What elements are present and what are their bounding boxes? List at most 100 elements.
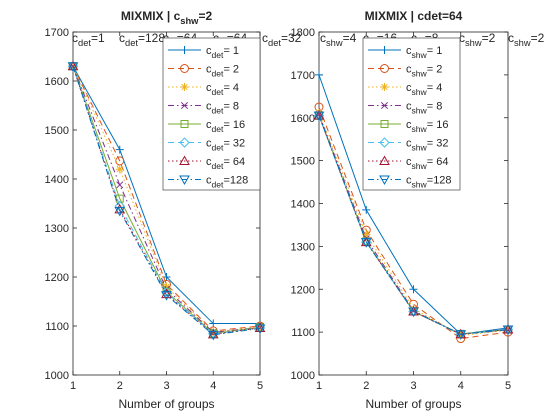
data-point — [254, 322, 266, 332]
y-tick-label: 1100 — [291, 327, 315, 339]
legend-marker — [180, 120, 189, 128]
series-line — [72, 66, 261, 336]
data-point — [455, 330, 467, 340]
y-tick-label: 1200 — [45, 272, 69, 284]
legend-label: cshw= 64 — [406, 156, 448, 171]
data-point — [114, 206, 126, 217]
data-point — [313, 111, 325, 122]
y-tick-label: 1600 — [45, 76, 69, 88]
legend-label: cdet= 32 — [206, 138, 245, 153]
y-tick-label: 1500 — [45, 125, 69, 137]
legend-marker — [180, 46, 189, 54]
data-point — [502, 325, 514, 336]
legend-marker — [380, 83, 389, 91]
data-point — [315, 70, 323, 79]
legend-label: cshw=128 — [406, 175, 452, 190]
x-axis-label: Number of groups — [365, 397, 461, 411]
legend-entry: cshw= 16 — [368, 119, 448, 134]
legend: cshw= 1 cshw= 2 cshw= 4 cshw= 8 cshw= 16 cshw… — [362, 37, 461, 191]
x-axis-label: Number of groups — [118, 397, 214, 411]
legend-entry: cshw= 1 — [368, 45, 442, 60]
x-tick-label: 3 — [410, 380, 416, 392]
legend-entry: cdet= 8 — [168, 101, 239, 116]
legend-marker — [380, 120, 389, 128]
x-tick-label: 3 — [163, 380, 169, 392]
data-point — [67, 62, 79, 72]
y-tick-label: 1500 — [291, 156, 315, 168]
data-point — [254, 324, 266, 334]
x-tick-label: 2 — [363, 380, 369, 392]
y-tick-label: 1200 — [291, 284, 315, 296]
series-line — [72, 66, 261, 333]
y-tick-label: 1700 — [45, 27, 69, 39]
data-point — [114, 203, 126, 214]
data-point — [209, 319, 218, 328]
legend-label: cdet= 8 — [206, 101, 239, 116]
legend-entry: cdet= 1 — [168, 45, 239, 60]
legend-marker — [179, 175, 190, 186]
data-point — [409, 285, 418, 294]
legend-entry: cdet=128 — [168, 175, 248, 190]
top-annotation: cdet=32 — [262, 31, 302, 48]
data-point — [207, 330, 219, 341]
chart-panel-1: 1 2 3 4 5 1000 1100 1200 1300 1400 1500 1600 1700 Num… — [45, 9, 302, 411]
legend-label: cshw= 32 — [406, 138, 448, 153]
data-point — [115, 156, 125, 166]
legend-entry: cdet= 32 — [168, 137, 245, 153]
data-point — [116, 181, 124, 189]
legend-marker — [180, 64, 189, 73]
legend-label: cdet= 4 — [206, 82, 239, 97]
legend-label: cdet= 64 — [206, 156, 245, 171]
legend-box — [162, 37, 261, 191]
legend-entry: cdet= 16 — [168, 119, 245, 134]
top-annotation: cdet=128 — [119, 31, 165, 48]
top-annotation: cshw=2 — [508, 31, 545, 48]
data-point — [115, 165, 124, 174]
legend-marker — [379, 155, 390, 165]
y-tick-label: 1600 — [291, 113, 315, 125]
series-line — [72, 66, 261, 333]
x-tick-label: 2 — [117, 380, 123, 392]
legend-label: cdet= 1 — [206, 45, 239, 60]
chart-panel-2: 1 2 3 4 5 1000 1100 1200 1300 1400 1500 1600 1700 180… — [291, 9, 545, 411]
series-8 — [67, 62, 266, 341]
x-tick-label: 1 — [70, 380, 76, 392]
chart-title: MIXMIX | cshw=2 — [121, 9, 213, 26]
y-tick-label: 1400 — [45, 174, 69, 186]
data-point — [162, 282, 171, 291]
legend-label: cshw= 2 — [406, 64, 442, 79]
y-tick-label: 1300 — [45, 223, 69, 235]
x-tick-label: 5 — [505, 380, 511, 392]
y-tick-label: 1300 — [291, 241, 315, 253]
legend-marker — [180, 101, 189, 110]
legend-marker — [380, 64, 389, 73]
data-point — [115, 145, 124, 154]
data-point — [162, 273, 171, 281]
legend-marker — [180, 83, 189, 91]
data-point — [362, 230, 371, 239]
top-annotation: cdet=1 — [72, 31, 105, 48]
series-line — [72, 66, 261, 332]
legend-marker — [179, 137, 190, 148]
legend-label: cshw= 16 — [406, 119, 448, 134]
legend-entry: cshw= 32 — [368, 137, 448, 153]
top-annotation: cshw=4 — [320, 31, 357, 48]
legend-entry: cshw= 2 — [368, 64, 442, 79]
data-point — [161, 288, 172, 299]
series-8 — [313, 111, 514, 340]
legend-entry: cshw=128 — [368, 175, 452, 190]
legend-entry: cshw= 8 — [368, 101, 442, 116]
top-annotation: cshw=2 — [459, 31, 496, 48]
data-point — [161, 291, 172, 301]
x-tick-label: 5 — [257, 380, 263, 392]
y-tick-label: 1100 — [45, 321, 69, 333]
x-tick-label: 1 — [316, 380, 322, 392]
data-point — [360, 238, 372, 248]
legend-label: cshw= 4 — [406, 82, 442, 97]
legend-entry: cshw= 64 — [368, 155, 448, 171]
data-point — [456, 331, 465, 340]
legend-marker — [380, 101, 389, 110]
series-line — [318, 112, 509, 337]
legend-marker — [179, 155, 190, 165]
y-tick-label: 1800 — [291, 27, 315, 39]
